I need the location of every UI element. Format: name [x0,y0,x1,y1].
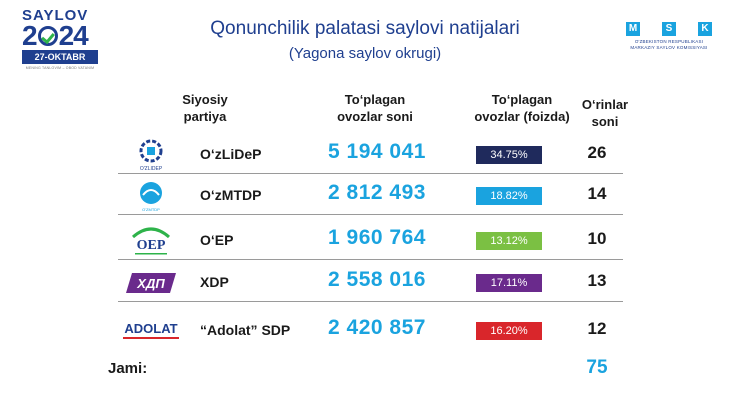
ozlidep-logo-text: O'ZLIDEP [140,166,163,172]
party-percent-badge: 16.20% [476,322,542,340]
party-percent-badge: 18.82% [476,187,542,205]
msk-sub-line-1: O'ZBEKISTON RESPUBLIKASI [634,39,704,44]
oep-logo-text: OEP [137,238,166,253]
xdp-logo-text: ХДП [136,276,165,291]
ozmtdp-logo-text: O'ZMTDP [142,207,160,212]
msk-letter-m: M [626,22,640,36]
page-title: Qonunchilik palatasi saylovi natijalari [210,18,520,39]
logo-year-part-a: 2 [22,20,38,51]
party-seats: 26 [587,143,607,162]
header-votes-line-1: To‘plagan [344,92,406,107]
party-votes: 5 194 041 [328,140,426,163]
ozmtdp-logo: O'ZMTDP [118,177,184,215]
header-votes-line-2: ovozlar soni [337,109,413,124]
row-divider [118,301,623,302]
header-party: Siyosiy partiya [150,91,260,125]
party-name: O‘zMTDP [200,187,262,203]
logo-saylov-text: SAYLOV [22,7,89,24]
row-divider [118,259,623,260]
party-name: XDP [200,274,229,290]
xdp-emblem-icon: ХДП [126,273,176,293]
msk-subtitle: O'ZBEKISTON RESPUBLIKASI MARKAZIY SAYLOV… [626,39,712,51]
table-row: ХДП XDP 2 558 016 17.11% 13 [118,264,623,302]
adolat-logo: ADOLAT [118,312,184,350]
msk-letter-s: S [662,22,676,36]
header-seats-line-1: O‘rinlar [581,97,629,112]
row-divider [118,173,623,174]
xdp-logo: ХДП [118,264,184,302]
row-divider [118,214,623,215]
adolat-emblem-icon: ADOLAT [123,321,179,339]
page-subtitle: (Yagona saylov okrugi) [288,45,442,62]
check-circle-icon [37,26,58,46]
party-seats: 13 [587,271,607,290]
party-seats: 14 [587,184,607,203]
adolat-logo-text: ADOLAT [124,321,177,336]
party-percent-badge: 34.75% [476,146,542,164]
header-percent-line-2: ovozlar (foizda) [474,109,570,124]
party-name: O‘EP [200,232,234,248]
msk-sub-line-2: MARKAZIY SAYLOV KOMISSIYASI [630,45,708,50]
logo-date: 27-OKTABR [22,50,98,64]
logo-year-part-b: 24 [58,20,89,51]
saylov-2024-logo: SAYLOV 2 24 27-OKTABR MENING TANLOVIM – … [22,8,98,70]
table-row: O'ZMTDP O‘zMTDP 2 812 493 18.82% 14 [118,177,623,215]
party-seats: 12 [587,319,607,338]
msk-letter-k: K [698,22,712,36]
party-votes: 2 812 493 [328,181,426,204]
party-votes: 1 960 764 [328,226,426,249]
party-name: “Adolat” SDP [200,322,291,338]
header-seats-line-2: soni [591,114,619,129]
total-label: Jami: [108,360,148,377]
total-seats: 75 [586,357,608,378]
logo-motto: MENING TANLOVIM – OBOD VATANIM [25,66,95,70]
header-percent-line-1: To‘plagan [491,92,553,107]
logo-year: 2 24 [22,20,98,51]
header-party-line-1: Siyosiy [182,92,228,107]
table-row: OEP O‘EP 1 960 764 13.12% 10 [118,222,623,260]
table-row: O'ZLIDEP O‘zLiDeP 5 194 041 34.75% 26 [118,136,623,174]
party-votes: 2 420 857 [328,316,426,339]
party-name: O‘zLiDeP [200,146,262,162]
msk-logo: M S K O'ZBEKISTON RESPUBLIKASI MARKAZIY … [626,22,712,51]
ozlidep-emblem-icon: O'ZLIDEP [139,139,163,172]
party-seats: 10 [587,229,607,248]
header-party-line-2: partiya [183,109,227,124]
table-row: ADOLAT “Adolat” SDP 2 420 857 16.20% 12 [118,312,623,350]
oep-logo: OEP [118,222,184,260]
ozlidep-logo: O'ZLIDEP [118,136,184,174]
party-votes: 2 558 016 [328,268,426,291]
header-seats: O‘rinlar soni [570,96,640,130]
header-votes: To‘plagan ovozlar soni [320,91,430,125]
ozmtdp-emblem-icon: O'ZMTDP [140,182,162,212]
oep-emblem-icon: OEP [132,227,170,255]
header-percent: To‘plagan ovozlar (foizda) [462,91,582,125]
party-percent-badge: 13.12% [476,232,542,250]
party-percent-badge: 17.11% [476,274,542,292]
